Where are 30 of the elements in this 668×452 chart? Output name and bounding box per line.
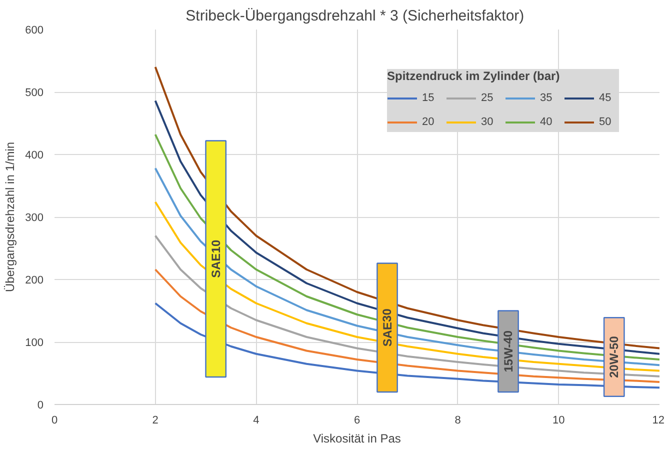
legend-label: 45 (599, 92, 612, 104)
annotation: SAE30 (380, 308, 394, 347)
x-tick-label: 8 (454, 414, 461, 426)
legend-label: 30 (481, 116, 494, 128)
y-tick-label: 200 (25, 274, 44, 286)
x-tick-label: 0 (51, 414, 58, 426)
x-tick-label: 2 (152, 414, 158, 426)
x-axis-title: Viskosität in Pas (313, 432, 401, 446)
legend-label: 20 (422, 116, 436, 128)
x-tick-label: 4 (253, 414, 260, 426)
legend-label: 40 (540, 116, 554, 128)
y-axis-title: Übergangsdrehzahl in 1/min (3, 142, 18, 292)
legend-label: 15 (422, 92, 436, 104)
x-tick-label: 12 (652, 414, 665, 426)
legend-label: 25 (481, 92, 494, 104)
y-tick-label: 300 (25, 212, 44, 224)
legend-label: 50 (599, 116, 612, 128)
annotation: SAE10 (208, 240, 223, 278)
y-tick-label: 600 (25, 24, 44, 36)
annotation: 15W-40 (501, 330, 516, 372)
annotation: 20W-50 (607, 336, 622, 378)
x-tick-label: 10 (552, 414, 565, 426)
x-tick-label: 6 (354, 414, 360, 426)
chart-title: Stribeck-Übergangsdrehzahl * 3 (Sicherheitsfaktor) (186, 8, 524, 24)
y-tick-label: 0 (37, 400, 44, 412)
y-tick-label: 400 (25, 150, 44, 162)
y-tick-label: 100 (25, 337, 44, 349)
legend-title: Spitzendruck im Zylinder (bar) (387, 69, 561, 83)
legend-label: 35 (540, 92, 554, 104)
y-tick-label: 500 (25, 87, 44, 99)
